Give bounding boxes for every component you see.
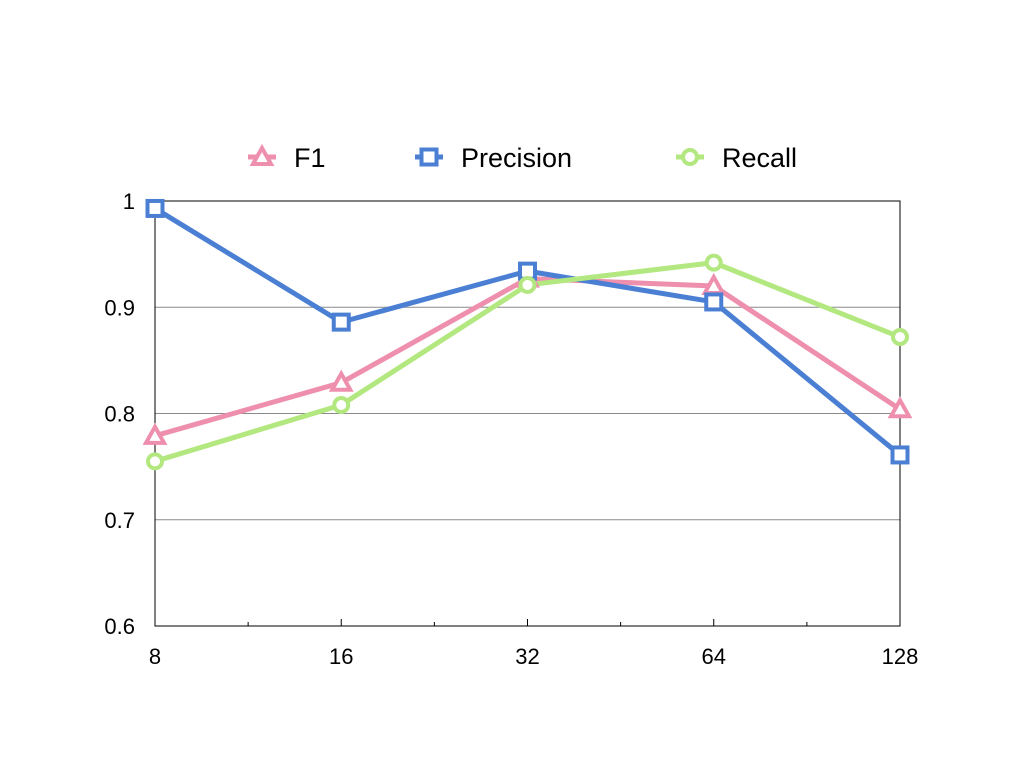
x-tick-label: 8 bbox=[149, 644, 161, 669]
y-tick-label: 0.8 bbox=[104, 402, 135, 427]
legend-marker-precision bbox=[419, 147, 439, 167]
legend-marker-recall bbox=[681, 148, 699, 166]
series-markers bbox=[142, 198, 913, 471]
data-point-precision bbox=[145, 198, 165, 218]
y-tick-label: 1 bbox=[123, 189, 135, 214]
legend-item-precision: Precision bbox=[415, 143, 572, 173]
y-tick-label: 0.7 bbox=[104, 508, 135, 533]
legend-item-recall: Recall bbox=[676, 143, 797, 173]
data-point-precision bbox=[890, 445, 910, 465]
legend-item-f1: F1 bbox=[248, 143, 326, 173]
legend-label-recall: Recall bbox=[722, 143, 797, 173]
legend-label-precision: Precision bbox=[461, 143, 572, 173]
data-point-f1 bbox=[701, 272, 727, 295]
legend-label-f1: F1 bbox=[294, 143, 326, 173]
data-point-f1 bbox=[887, 396, 913, 419]
legend-marker-f1 bbox=[249, 143, 275, 166]
x-tick-label: 32 bbox=[515, 644, 539, 669]
data-point-recall bbox=[704, 253, 723, 272]
data-point-recall bbox=[332, 396, 351, 414]
data-point-precision bbox=[704, 292, 724, 312]
data-point-f1 bbox=[142, 422, 168, 445]
axes: 8 16 32 64 128 0.6 0.7 0.8 0.9 1 bbox=[104, 189, 918, 669]
x-tick-label: 16 bbox=[329, 644, 353, 669]
gridlines bbox=[155, 306, 900, 521]
series-lines bbox=[152, 205, 903, 464]
data-point-precision bbox=[331, 312, 351, 332]
series-line-f1 bbox=[152, 276, 903, 439]
x-tick-label: 64 bbox=[702, 644, 726, 669]
data-point-recall bbox=[518, 275, 537, 294]
data-point-recall bbox=[891, 328, 909, 346]
data-point-recall bbox=[146, 452, 164, 471]
y-tick-label: 0.6 bbox=[104, 614, 135, 639]
x-tick-label: 128 bbox=[882, 644, 919, 669]
data-point-f1 bbox=[328, 369, 354, 392]
y-tick-label: 0.9 bbox=[104, 295, 135, 320]
legend: F1 Precision Recall bbox=[248, 143, 797, 173]
series-line-precision bbox=[152, 205, 903, 458]
